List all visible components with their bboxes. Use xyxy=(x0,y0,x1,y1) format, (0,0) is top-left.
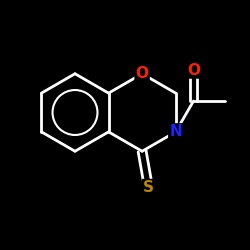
Text: S: S xyxy=(143,180,154,195)
Text: O: O xyxy=(187,62,200,78)
Text: O: O xyxy=(136,66,148,81)
Text: N: N xyxy=(169,124,182,139)
